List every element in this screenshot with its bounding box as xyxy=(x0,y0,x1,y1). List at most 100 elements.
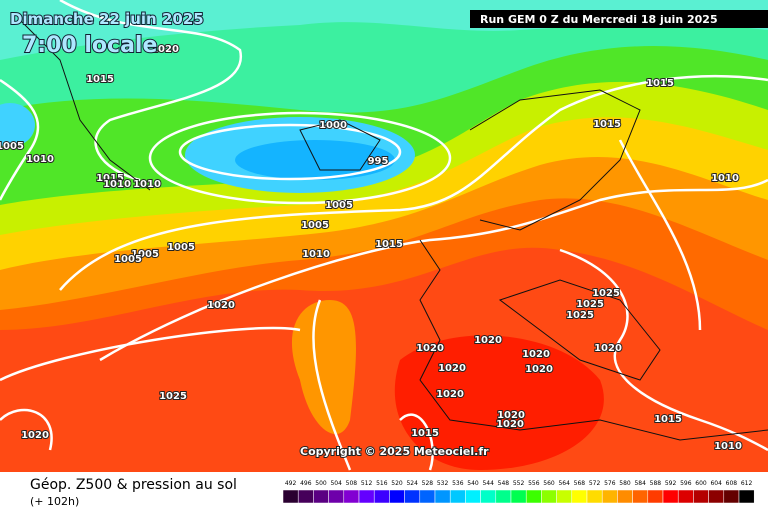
scale-swatch xyxy=(617,489,633,504)
scale-label: 532 xyxy=(437,480,449,487)
scale-swatch xyxy=(708,489,725,504)
isobar-label: 1010 xyxy=(302,249,330,260)
copyright: Copyright © 2025 Meteociel.fr xyxy=(300,445,489,458)
scale-label: 524 xyxy=(406,480,418,487)
color-scale: 492 496 500 504 508 512 516 520 524 528 532 536 540 5… xyxy=(282,480,755,504)
footer-title: Géop. Z500 & pression au sol xyxy=(30,477,237,493)
isobar-labels: 1020101510051010101510101010100099510051… xyxy=(0,43,743,453)
scale-swatch xyxy=(343,489,360,504)
scale-swatch xyxy=(693,489,709,504)
isobar-label: 1015 xyxy=(593,119,621,130)
scale-label: 492 xyxy=(285,480,297,487)
isobar-label: 1010 xyxy=(711,173,739,184)
isobar-label: 1010 xyxy=(133,179,161,190)
scale-swatch xyxy=(586,489,603,504)
isobars xyxy=(0,0,768,471)
isobar-label: 1020 xyxy=(207,300,235,311)
scale-swatch xyxy=(647,489,664,504)
scale-label: 568 xyxy=(574,480,586,487)
scale-swatch xyxy=(662,489,679,504)
scale-label: 516 xyxy=(376,480,388,487)
isobar-label: 1005 xyxy=(0,141,24,152)
scale-swatch xyxy=(723,489,740,504)
scale-swatch xyxy=(328,489,345,504)
coastlines xyxy=(19,19,768,441)
isobar-label: 1020 xyxy=(497,410,525,421)
run-info: Run GEM 0 Z du Mercredi 18 juin 2025 xyxy=(480,13,718,26)
scale-swatch xyxy=(525,489,542,504)
isobar-label: 1020 xyxy=(594,343,622,354)
isobar-label: 1015 xyxy=(86,74,114,85)
scale-label: 588 xyxy=(650,480,662,487)
isobar-label: 1015 xyxy=(411,428,439,439)
isobar-label: 1005 xyxy=(325,200,353,211)
scale-label: 540 xyxy=(467,480,479,487)
scale-label: 584 xyxy=(634,480,646,487)
scale-swatch xyxy=(282,489,299,504)
scale-label: 528 xyxy=(422,480,434,487)
scale-label: 612 xyxy=(741,480,753,487)
isobar-label: 1020 xyxy=(416,343,444,354)
isobar-label: 1010 xyxy=(714,441,742,452)
isobar-label: 1015 xyxy=(646,78,674,89)
isobar-label: 1025 xyxy=(159,391,187,402)
isobar-label: 1005 xyxy=(114,254,142,265)
scale-swatch xyxy=(297,489,314,504)
footer-lead: (+ 102h) xyxy=(30,495,79,508)
scale-swatch xyxy=(495,489,512,504)
scale-swatch xyxy=(373,489,390,504)
isobar-label: 1020 xyxy=(438,363,466,374)
isobar-label: 1020 xyxy=(151,44,179,55)
scale-swatch xyxy=(434,489,451,504)
scale-swatch xyxy=(404,489,421,504)
scale-label: 596 xyxy=(680,480,692,487)
scale-label: 576 xyxy=(604,480,616,487)
scale-label: 580 xyxy=(619,480,631,487)
scale-label: 572 xyxy=(589,480,601,487)
scale-swatch xyxy=(571,489,588,504)
scale-swatch xyxy=(313,489,329,504)
scale-label: 520 xyxy=(391,480,403,487)
isobar-label: 1005 xyxy=(301,220,329,231)
isobar-label: 1000 xyxy=(319,120,347,131)
scale-label: 600 xyxy=(695,480,707,487)
forecast-time: 7:00 locale xyxy=(22,33,157,58)
isobar-label: 1025 xyxy=(566,310,594,321)
scale-label: 536 xyxy=(452,480,464,487)
scale-label: 504 xyxy=(330,480,342,487)
isobar-label: 1005 xyxy=(131,249,159,260)
isobar-label: 1015 xyxy=(654,414,682,425)
scale-label: 608 xyxy=(726,480,738,487)
run-box xyxy=(470,10,768,28)
scale-label: 560 xyxy=(543,480,555,487)
isobar-label: 1025 xyxy=(576,299,604,310)
isobar-label: 1020 xyxy=(522,349,550,360)
isobar-label: 1020 xyxy=(436,389,464,400)
isobar-label: 1015 xyxy=(375,239,403,250)
scale-label: 500 xyxy=(315,480,327,487)
scale-label: 592 xyxy=(665,480,677,487)
scale-swatch xyxy=(677,489,694,504)
scale-swatch xyxy=(449,489,466,504)
scale-label: 556 xyxy=(528,480,540,487)
isobar-label: 1020 xyxy=(496,419,524,430)
isobar-label: 1020 xyxy=(474,335,502,346)
scale-swatch xyxy=(419,489,436,504)
scale-swatch xyxy=(601,489,618,504)
scale-swatch xyxy=(541,489,557,504)
scale-label: 496 xyxy=(300,480,312,487)
scale-swatch xyxy=(465,489,481,504)
isobar-label: 1005 xyxy=(167,242,195,253)
scale-label: 508 xyxy=(346,480,358,487)
background xyxy=(0,0,768,472)
isobar-label: 1020 xyxy=(525,364,553,375)
scale-swatch xyxy=(358,489,375,504)
isobar-label: 1010 xyxy=(26,154,54,165)
scale-label: 548 xyxy=(498,480,510,487)
scale-swatch xyxy=(632,489,649,504)
scale-swatch xyxy=(389,489,405,504)
isobar-label: 1025 xyxy=(592,288,620,299)
scale-label: 544 xyxy=(482,480,494,487)
